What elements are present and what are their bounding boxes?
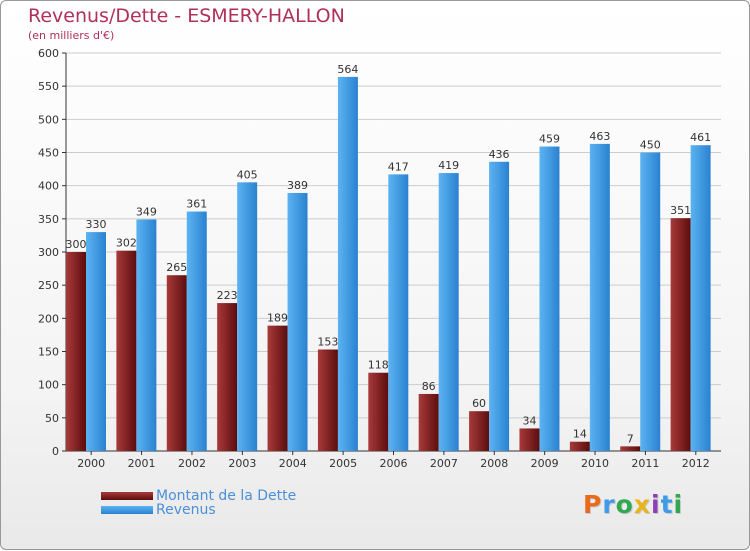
logo-letter: i <box>673 490 684 519</box>
data-label-dette: 223 <box>217 289 238 302</box>
data-label-revenus: 463 <box>589 130 610 143</box>
x-tick-label: 2000 <box>77 457 105 470</box>
bar-dette-2005 <box>317 349 338 451</box>
data-label-revenus: 436 <box>489 148 510 161</box>
data-label-revenus: 459 <box>539 133 560 146</box>
x-tick-label: 2011 <box>631 457 659 470</box>
logo-letter: i <box>651 490 661 519</box>
y-tick-label: 350 <box>38 213 59 226</box>
y-tick-label: 300 <box>38 246 59 259</box>
data-label-dette: 60 <box>472 397 486 410</box>
legend-label-dette: Montant de la Dette <box>156 488 297 504</box>
bar-revenus-2003 <box>237 182 258 451</box>
data-label-dette: 302 <box>116 237 137 250</box>
x-tick-label: 2003 <box>228 457 256 470</box>
bar-revenus-2012 <box>690 145 711 451</box>
x-tick-label: 2012 <box>682 457 710 470</box>
logo-letter: t <box>660 490 674 519</box>
bar-dette-2008 <box>469 411 490 451</box>
data-label-revenus: 564 <box>337 63 358 76</box>
legend-swatch-revenus <box>101 506 153 514</box>
data-label-dette: 118 <box>368 359 389 372</box>
bar-dette-2009 <box>519 428 540 451</box>
bar-dette-2011 <box>620 446 641 451</box>
data-label-revenus: 461 <box>690 131 711 144</box>
data-label-revenus: 330 <box>86 218 107 231</box>
bar-dette-2012 <box>670 218 691 451</box>
x-tick-label: 2009 <box>531 457 559 470</box>
x-tick-label: 2010 <box>581 457 609 470</box>
data-label-revenus: 361 <box>186 198 207 211</box>
logo-letter: P <box>583 490 603 519</box>
x-tick-label: 2005 <box>329 457 357 470</box>
bar-dette-2003 <box>217 303 238 451</box>
y-tick-label: 250 <box>38 279 59 292</box>
y-tick-label: 550 <box>38 80 59 93</box>
y-tick-label: 200 <box>38 312 59 325</box>
proxiti-logo: Proxiti <box>583 490 683 519</box>
data-label-revenus: 389 <box>287 179 308 192</box>
x-tick-label: 2004 <box>279 457 307 470</box>
data-label-dette: 153 <box>317 336 338 349</box>
chart-subtitle: (en milliers d'€) <box>28 29 115 42</box>
y-tick-label: 400 <box>38 180 59 193</box>
x-tick-label: 2002 <box>178 457 206 470</box>
data-label-dette: 265 <box>166 261 187 274</box>
data-label-revenus: 417 <box>388 160 409 173</box>
bar-revenus-2009 <box>539 146 560 451</box>
bar-dette-2007 <box>418 393 439 451</box>
y-tick-label: 500 <box>38 113 59 126</box>
y-tick-label: 150 <box>38 346 59 359</box>
legend-label-revenus: Revenus <box>156 502 216 518</box>
y-tick-label: 0 <box>52 445 59 458</box>
chart-title: Revenus/Dette - ESMERY-HALLON <box>28 5 345 27</box>
bar-dette-2004 <box>267 325 288 451</box>
logo-letter: x <box>633 490 651 519</box>
data-label-revenus: 450 <box>640 139 661 152</box>
data-label-revenus: 405 <box>237 168 258 181</box>
bar-revenus-2008 <box>489 161 510 451</box>
data-label-dette: 351 <box>670 204 691 217</box>
x-tick-label: 2007 <box>430 457 458 470</box>
data-label-dette: 189 <box>267 312 288 325</box>
bar-revenus-2002 <box>186 211 207 451</box>
legend-swatch-dette <box>101 492 153 500</box>
logo-letter: r <box>602 490 616 519</box>
logo-letter: o <box>615 490 634 519</box>
data-label-dette: 86 <box>422 380 436 393</box>
bar-revenus-2005 <box>337 76 358 451</box>
data-label-dette: 14 <box>573 428 587 441</box>
bar-dette-2002 <box>166 275 187 451</box>
bar-dette-2010 <box>569 441 590 451</box>
bar-revenus-2004 <box>287 192 308 452</box>
bar-revenus-2006 <box>388 174 409 451</box>
bar-revenus-2001 <box>136 219 157 451</box>
y-tick-label: 450 <box>38 147 59 160</box>
data-label-revenus: 419 <box>438 159 459 172</box>
bar-revenus-2000 <box>86 232 106 451</box>
bar-dette-2006 <box>368 372 389 451</box>
bar-dette-2000 <box>66 252 86 451</box>
bar-revenus-2011 <box>640 152 661 451</box>
y-tick-label: 50 <box>45 412 59 425</box>
data-label-dette: 34 <box>522 414 536 427</box>
bar-revenus-2007 <box>438 173 459 451</box>
y-tick-label: 100 <box>38 379 59 392</box>
x-tick-label: 2008 <box>480 457 508 470</box>
data-label-revenus: 349 <box>136 205 157 218</box>
bar-dette-2001 <box>116 250 137 451</box>
x-tick-label: 2001 <box>128 457 156 470</box>
bar-revenus-2010 <box>589 143 610 452</box>
x-tick-label: 2006 <box>380 457 408 470</box>
data-label-dette: 7 <box>627 432 634 445</box>
y-tick-label: 600 <box>38 47 59 60</box>
data-label-dette: 300 <box>66 238 87 251</box>
